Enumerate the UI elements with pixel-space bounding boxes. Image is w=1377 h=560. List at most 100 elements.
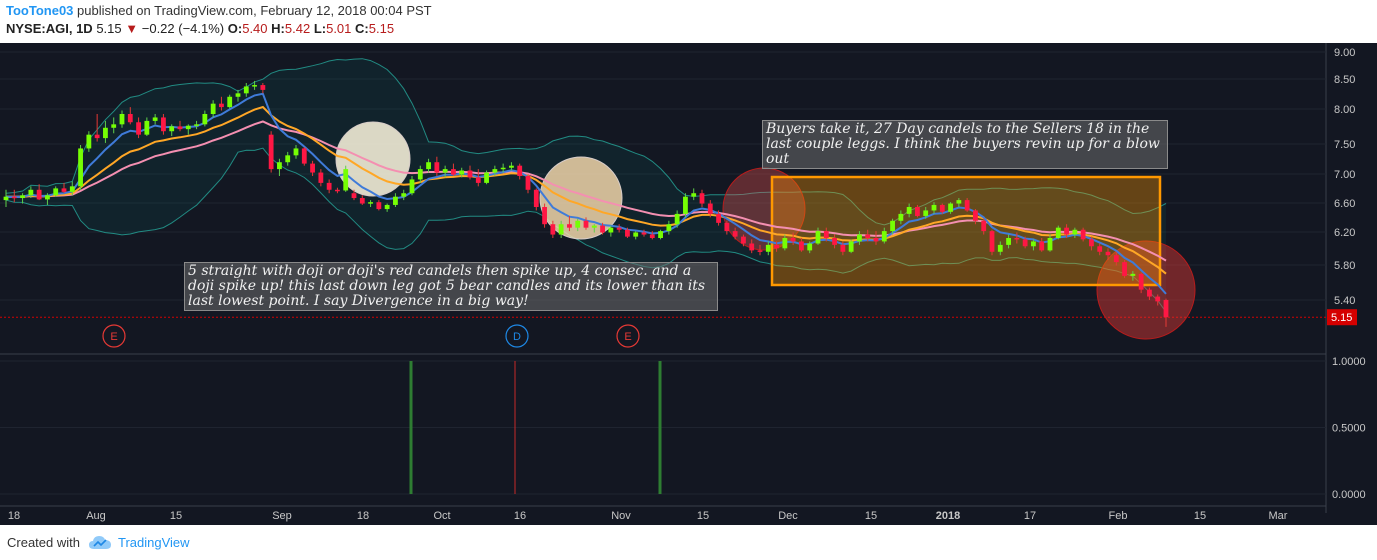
candle-body [219, 103, 224, 108]
candle-body [243, 86, 249, 94]
candle-body [732, 231, 738, 237]
candle-body [567, 224, 572, 228]
candle-body [318, 172, 324, 183]
candle-body [832, 238, 837, 245]
symbol-header: NYSE:AGI, 1D 5.15 ▼ −0.22 (−4.1%) O:5.40… [6, 21, 395, 36]
candle-body [127, 114, 133, 123]
candle-body [293, 148, 299, 156]
candle-body [475, 177, 481, 183]
ma-mid-line [5, 105, 1167, 275]
tradingview-cloud-icon [89, 536, 111, 549]
candle-body [111, 124, 117, 128]
highlight-circle [335, 121, 411, 197]
candle-body [774, 244, 779, 249]
candle-body [94, 134, 100, 139]
candle-body [716, 213, 721, 223]
candle-body [20, 195, 25, 199]
candle-body [376, 202, 382, 210]
candle-body [359, 198, 365, 204]
candle-body [451, 169, 456, 175]
candle-body [492, 169, 498, 173]
annotation-right[interactable]: Buyers take it, 27 Day candels to the Se… [762, 120, 1168, 169]
created-with-text: Created with [7, 535, 80, 550]
candle-body [1047, 238, 1053, 251]
candle-body [964, 200, 970, 211]
down-arrow-icon: ▼ [125, 21, 139, 36]
low-value: 5.01 [326, 21, 352, 36]
highlight-circle [1096, 240, 1196, 340]
open-value: 5.40 [242, 21, 268, 36]
candle-body [807, 243, 813, 251]
candle-body [194, 124, 199, 126]
candle-body [616, 227, 622, 230]
time-tick-label: 16 [514, 510, 526, 522]
candle-body [749, 243, 755, 251]
highlight-circle [539, 156, 623, 240]
candle-body [948, 203, 953, 212]
bollinger-lower [5, 147, 1167, 313]
candle-body [185, 125, 191, 130]
candle-body [252, 85, 257, 87]
candle-body [583, 220, 589, 228]
candle-body [1064, 227, 1069, 235]
candle-body [782, 238, 788, 249]
candle-body [285, 155, 291, 163]
candle-body [326, 182, 332, 190]
bollinger-upper [5, 58, 1167, 226]
candle-body [790, 238, 796, 242]
price-tick-label: 6.60 [1334, 198, 1355, 210]
tradingview-link[interactable]: TradingView [118, 535, 190, 550]
candle-body [177, 126, 183, 130]
candle-body [906, 207, 912, 214]
candle-body [393, 196, 398, 205]
time-tick-label: Sep [272, 510, 292, 522]
candle-body [152, 117, 158, 121]
event-marker-label: E [624, 331, 631, 343]
annotation-left[interactable]: 5 straight with doji or doji's red cande… [184, 262, 718, 311]
event-marker [102, 324, 126, 348]
candle-body [699, 193, 705, 204]
candle-body [69, 186, 75, 192]
author-link[interactable]: TooTone03 [6, 3, 74, 18]
candle-body [691, 193, 697, 197]
candle-body [1097, 246, 1103, 252]
candle-body [301, 148, 307, 164]
candle-body [649, 234, 655, 238]
candle-body [898, 213, 904, 221]
candle-body [956, 200, 962, 204]
last-price-badge-label: 5.15 [1331, 312, 1352, 324]
price-tick-label: 8.50 [1334, 74, 1355, 86]
candle-body [434, 162, 440, 173]
time-tick-label: 18 [357, 510, 369, 522]
candle-body [815, 231, 821, 244]
candle-body [1147, 289, 1152, 297]
range-box [770, 175, 1162, 287]
time-tick-label: 15 [1194, 510, 1206, 522]
candle-body [78, 148, 83, 187]
candle-body [53, 188, 59, 196]
candle-body [169, 126, 175, 132]
candle-body [881, 231, 887, 242]
price-tick-label: 7.00 [1334, 169, 1355, 181]
candle-body [1155, 296, 1161, 302]
time-tick-label: Dec [778, 510, 798, 522]
price-tick-label: 5.40 [1334, 295, 1355, 307]
time-tick-label: Aug [86, 510, 106, 522]
candle-body [343, 169, 349, 191]
candle-body [351, 193, 357, 199]
event-marker-label: D [513, 331, 521, 343]
price-chart[interactable]: E D E 9.00 8.50 8.00 7.50 7.00 6.60 6.20 5.80 5.40… [0, 43, 1377, 525]
candle-body [923, 210, 929, 216]
candle-body [277, 162, 282, 170]
candle-body [840, 244, 846, 252]
candle-body [459, 170, 465, 175]
candle-body [235, 93, 241, 97]
candle-body [500, 167, 506, 170]
candle-body [873, 238, 879, 242]
indicator-tick-label: 0.0000 [1332, 489, 1366, 501]
chart-area[interactable]: E D E 9.00 8.50 8.00 7.50 7.00 6.60 6.20 5.80 5.40… [0, 43, 1377, 525]
event-marker-label: E [110, 331, 117, 343]
time-tick-label: 15 [865, 510, 877, 522]
candle-body [86, 134, 92, 149]
candle-body [1105, 251, 1111, 256]
